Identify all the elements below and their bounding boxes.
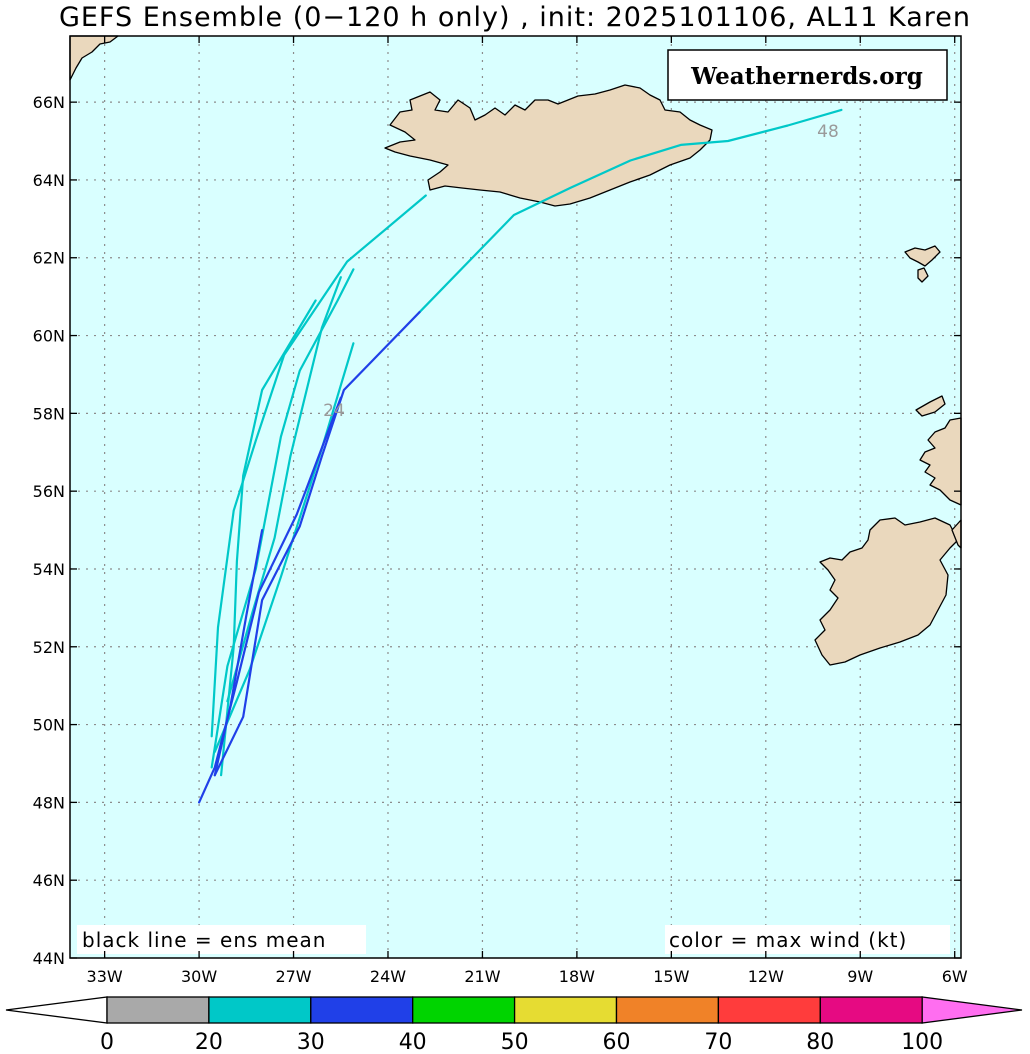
colorbar [5,996,1023,1024]
ensemble-track-6 [418,108,843,314]
note-left: black line = ens mean [82,928,327,952]
colorbar-bin-cyan [208,996,312,1024]
lat-label: 52N [33,638,65,657]
colorbar-tick-label: 60 [603,1030,631,1054]
ensemble-track-3 [210,268,355,769]
colorbar-tick-label: 30 [297,1030,325,1054]
colorbar-bin-magenta [819,996,923,1024]
colorbar-bin-red [717,996,821,1024]
lat-label: 44N [33,949,65,968]
colorbar-high-arrow [921,996,1023,1024]
ireland-landmass [814,517,959,666]
chart-title: GEFS Ensemble (0−120 h only) , init: 202… [58,2,972,33]
colorbar-tick-label: 20 [195,1030,223,1054]
lon-label: 18W [559,967,595,986]
colorbar-bin-orange [615,996,720,1024]
hebrides-islands [915,395,946,417]
lat-label: 50N [33,716,65,735]
ensemble-track-8 [213,311,421,777]
ensemble-track-9 [213,528,264,777]
note-left-box [77,925,366,954]
ensemble-track-4 [226,276,342,703]
lat-label: 60N [33,327,65,346]
colorbar-bin-green [412,996,516,1024]
latitude-labels: 66N 64N 62N 60N 58N 56N 54N 52N 50N 48N 46N 44N [33,93,65,968]
lon-label: 33W [87,967,123,986]
ensemble-track-2 [220,299,317,777]
note-right: color = max wind (kt) [669,928,907,952]
lat-label: 62N [33,249,65,268]
lon-label: 24W [370,967,406,986]
colorbar-bin-yellow [513,996,618,1024]
colorbar-bin-blue [310,996,414,1024]
colorbar-bin-gray [106,996,210,1024]
lon-label: 30W [181,967,217,986]
lon-label: 9W [847,967,873,986]
scotland-landmass [919,417,962,506]
watermark-text: Weathernerds.org [690,63,923,90]
note-right-box [665,925,950,954]
colorbar-low-arrow [5,996,108,1024]
lat-label: 56N [33,482,65,501]
ensemble-track-5 [213,342,355,753]
axis-ticks [70,36,961,959]
hour-label-24: 24 [323,401,345,421]
faroe-islet [917,267,929,283]
map-frame [69,35,962,959]
lat-label: 64N [33,171,65,190]
lat-label: 54N [33,560,65,579]
faroe-islands-landmass [904,245,941,267]
colorbar-labels: 0 20 30 40 50 60 70 80 100 [100,1030,943,1054]
lon-label: 27W [275,967,311,986]
lon-label: 21W [464,967,500,986]
lat-label: 48N [33,793,65,812]
colorbar-tick-label: 80 [806,1030,834,1054]
lon-label: 6W [942,967,968,986]
hour-label-48: 48 [817,122,839,142]
lon-label: 15W [653,967,689,986]
iceland-landmass [384,84,713,207]
lat-label: 46N [33,871,65,890]
colorbar-tick-label: 70 [704,1030,732,1054]
greenland-landmass [69,35,119,81]
colorbar-tick-label: 40 [399,1030,427,1054]
lat-label: 58N [33,404,65,423]
longitude-labels: 33W 30W 27W 24W 21W 18W 15W 12W 9W 6W [87,967,968,986]
lat-label: 66N [33,93,65,112]
track-lines [198,108,843,804]
colorbar-tick-label: 50 [501,1030,529,1054]
land [69,35,962,666]
lon-label: 12W [748,967,784,986]
ensemble-track-1 [210,194,427,738]
colorbar-tick-label: 100 [901,1030,943,1054]
watermark-box [667,49,948,101]
ensemble-track-7 [198,396,342,804]
colorbar-tick-label: 0 [100,1030,114,1054]
